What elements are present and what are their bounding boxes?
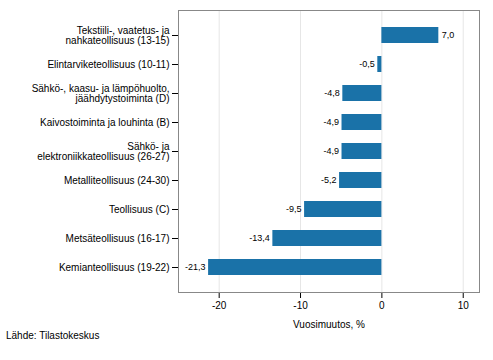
svg-text:Kemianteollisuus (19-22): Kemianteollisuus (19-22) [59,262,170,273]
svg-text:-10: -10 [293,300,308,311]
svg-text:Elintarviketeollisuus (10-11): Elintarviketeollisuus (10-11) [47,59,169,70]
svg-text:Kaivostoiminta ja louhinta (B): Kaivostoiminta ja louhinta (B) [40,117,170,128]
svg-text:Teollisuus (C): Teollisuus (C) [109,204,170,215]
svg-text:-21,3: -21,3 [185,262,206,272]
svg-text:Metalliteollisuus (24-30): Metalliteollisuus (24-30) [64,175,170,186]
svg-text:Tekstiili-, vaatetus- janahkat: Tekstiili-, vaatetus- janahkateollisuus … [66,25,170,46]
svg-text:7,0: 7,0 [442,30,455,40]
svg-text:-9,5: -9,5 [286,204,302,214]
svg-text:Sähkö- jaelektroniikkateollisu: Sähkö- jaelektroniikkateollisuus (26-27) [37,141,170,162]
svg-text:-13,4: -13,4 [249,233,270,243]
svg-text:Sähkö-, kaasu- ja lämpöhuolto,: Sähkö-, kaasu- ja lämpöhuolto,jäähdytyst… [32,83,170,104]
svg-text:-4,8: -4,8 [324,88,340,98]
svg-text:Vuosimuutos, %: Vuosimuutos, % [293,319,365,330]
svg-text:-4,9: -4,9 [324,117,340,127]
svg-text:Metsäteollisuus (16-17): Metsäteollisuus (16-17) [66,233,170,244]
svg-text:-5,2: -5,2 [321,175,337,185]
html-text:Lähde: Tilastokeskus: Lähde: Tilastokeskus [6,330,100,341]
svg-text:0: 0 [379,300,385,311]
svg-text:10: 10 [458,300,470,311]
svg-text:-20: -20 [212,300,227,311]
svg-text:-4,9: -4,9 [324,146,340,156]
svg-text:-0,5: -0,5 [359,59,375,69]
